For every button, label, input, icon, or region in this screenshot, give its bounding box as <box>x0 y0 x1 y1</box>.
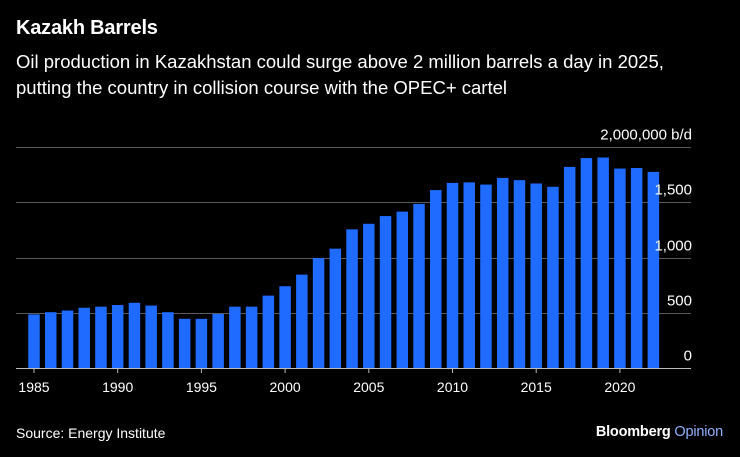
brand-name: Bloomberg <box>595 424 671 440</box>
bar-1987 <box>61 310 74 368</box>
source-note: Source: Energy Institute <box>16 425 166 441</box>
bar-2018 <box>580 158 593 368</box>
bar-2013 <box>496 177 509 368</box>
bar-2021 <box>630 168 643 368</box>
bar-2000 <box>279 286 291 368</box>
y-axis-ticks: 0 500 1,000 1,500 2,000,000 b/d <box>600 127 692 365</box>
x-axis-ticks: 1985 1990 1995 2000 2005 2010 2015 2020 <box>18 368 636 395</box>
bar-2003 <box>329 248 342 368</box>
x-tick-label: 1985 <box>18 379 49 395</box>
bar-1985 <box>28 314 40 368</box>
bar-2008 <box>413 203 425 368</box>
brand-suffix: Opinion <box>674 424 723 440</box>
y-tick-label: 0 <box>684 348 692 365</box>
bar-series <box>28 157 660 368</box>
x-tick-label: 2015 <box>521 379 552 395</box>
bar-2002 <box>312 258 325 368</box>
bar-2022 <box>647 171 660 368</box>
bar-2011 <box>463 182 475 368</box>
y-tick-label: 2,000,000 b/d <box>600 127 692 144</box>
y-tick-label: 1,500 <box>654 182 692 199</box>
chart-subtitle: Oil production in Kazakhstan could surge… <box>16 51 664 98</box>
bar-1992 <box>145 305 157 368</box>
bar-2005 <box>363 223 375 368</box>
bar-1988 <box>78 307 90 368</box>
y-tick-label: 1,000 <box>654 238 692 255</box>
x-tick-label: 2000 <box>270 379 301 395</box>
bar-2007 <box>396 211 409 368</box>
x-tick-label: 2020 <box>604 379 635 395</box>
bar-2014 <box>513 180 526 368</box>
x-tick-label: 1995 <box>186 379 217 395</box>
bar-1989 <box>95 306 107 368</box>
bar-2016 <box>547 186 559 368</box>
bar-1986 <box>44 312 57 368</box>
bar-1999 <box>262 295 275 368</box>
bloomberg-opinion-logo: Bloomberg Opinion <box>596 424 723 440</box>
bar-1995 <box>195 318 208 368</box>
x-tick-label: 1990 <box>102 379 133 395</box>
bar-2017 <box>563 166 576 368</box>
bar-2019 <box>597 157 609 368</box>
bar-2015 <box>530 183 542 368</box>
bar-2004 <box>346 229 358 368</box>
bar-2001 <box>296 274 308 368</box>
bar-2009 <box>430 190 442 368</box>
bar-2012 <box>480 184 492 368</box>
bar-1994 <box>178 318 191 368</box>
bar-1991 <box>128 302 141 368</box>
bar-2010 <box>446 182 459 368</box>
bar-1997 <box>229 306 241 368</box>
x-tick-label: 2010 <box>437 379 468 395</box>
x-tick-label: 2005 <box>353 379 384 395</box>
bar-1996 <box>212 313 224 368</box>
bar-1993 <box>162 312 174 368</box>
bar-1990 <box>111 305 124 368</box>
bar-2006 <box>379 216 392 368</box>
bar-1998 <box>245 306 258 368</box>
chart-title: Kazakh Barrels <box>16 17 158 39</box>
bar-2020 <box>614 168 626 368</box>
y-tick-label: 500 <box>667 293 692 310</box>
